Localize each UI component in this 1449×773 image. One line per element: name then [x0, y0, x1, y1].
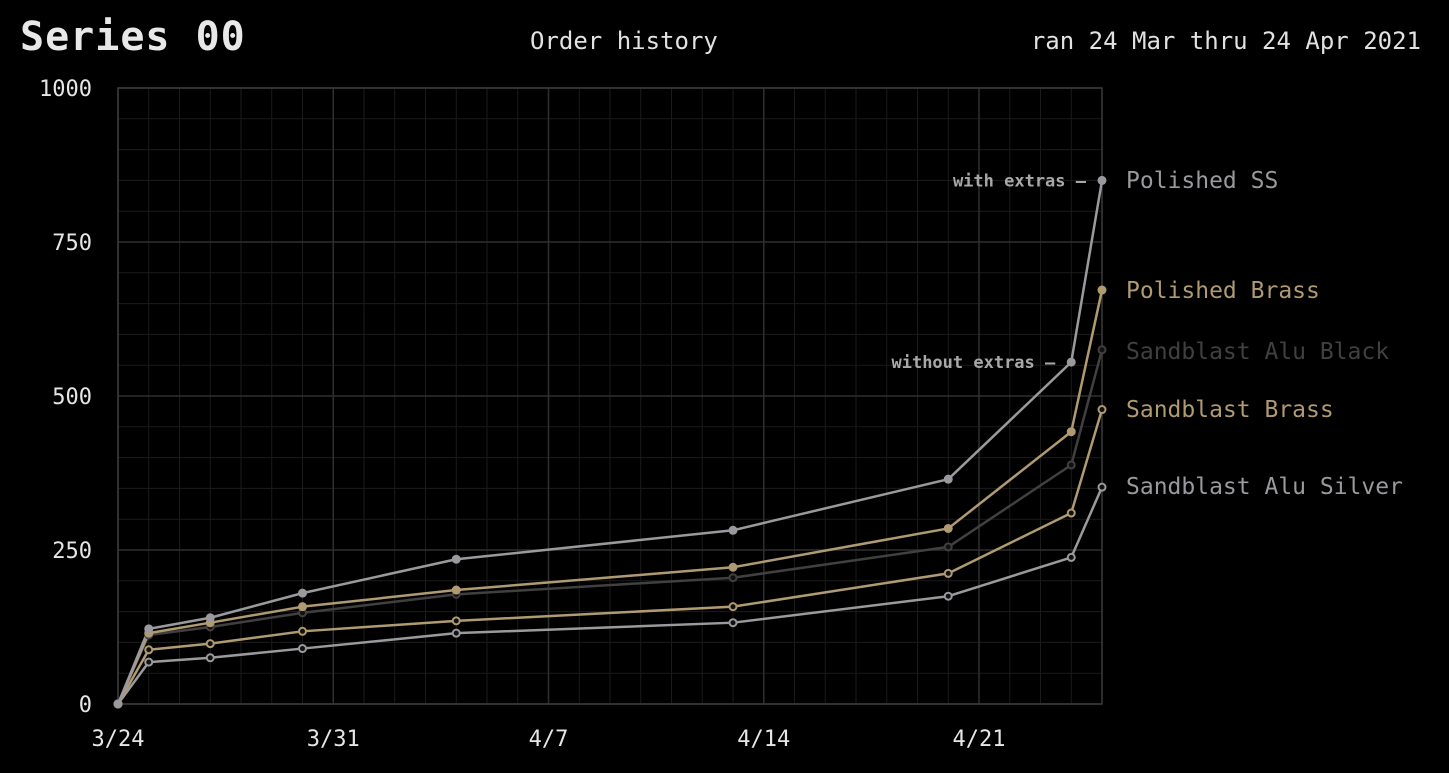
y-tick-label: 250: [52, 539, 92, 564]
data-point: [144, 624, 154, 634]
y-tick-label: 0: [79, 693, 92, 718]
data-point: [728, 618, 738, 628]
data-point: [943, 523, 953, 533]
data-point: [1066, 427, 1076, 437]
data-point: [728, 573, 738, 583]
x-tick-label: 4/14: [737, 727, 790, 752]
data-point: [451, 616, 461, 626]
series-end-label: Sandblast Alu Black: [1126, 339, 1389, 365]
x-tick-label: 4/7: [529, 727, 569, 752]
x-tick-label: 3/24: [92, 727, 145, 752]
series-end-label: Sandblast Alu Silver: [1126, 474, 1403, 500]
data-point: [113, 699, 123, 709]
data-point: [1097, 175, 1107, 185]
data-point: [451, 628, 461, 638]
annotation-label: without extras –: [891, 353, 1056, 373]
data-point: [144, 657, 154, 667]
data-point: [943, 542, 953, 552]
x-tick-label: 3/31: [307, 727, 360, 752]
data-point: [1066, 357, 1076, 367]
data-point: [451, 585, 461, 595]
data-point: [943, 591, 953, 601]
data-point: [1066, 552, 1076, 562]
plot-border: [117, 87, 1103, 705]
data-point: [943, 474, 953, 484]
data-point: [1066, 508, 1076, 518]
data-point: [943, 568, 953, 578]
data-point: [1097, 285, 1107, 295]
chart-subtitle: Order history: [530, 27, 718, 55]
y-tick-label: 1000: [39, 77, 92, 102]
data-point: [205, 639, 215, 649]
data-point: [1097, 345, 1107, 355]
data-point: [1097, 482, 1107, 492]
data-point: [298, 602, 307, 612]
data-point: [298, 626, 307, 636]
data-point: [728, 602, 738, 612]
series-end-label: Sandblast Brass: [1126, 397, 1334, 423]
data-point: [728, 525, 738, 535]
y-tick-label: 750: [52, 231, 92, 256]
series-end-label: Polished Brass: [1126, 278, 1320, 304]
data-point: [728, 562, 738, 572]
data-point: [205, 653, 215, 663]
data-point: [298, 644, 307, 654]
data-point: [144, 645, 154, 655]
chart-title: Series 00: [20, 14, 246, 60]
data-point: [298, 588, 307, 598]
data-point: [1066, 460, 1076, 470]
data-point: [451, 554, 461, 564]
x-tick-label: 4/21: [953, 727, 1006, 752]
series-end-label: Polished SS: [1126, 168, 1278, 194]
data-point: [205, 613, 215, 623]
y-tick-label: 500: [52, 385, 92, 410]
date-range: ran 24 Mar thru 24 Apr 2021: [1030, 27, 1421, 55]
annotation-label: with extras –: [953, 171, 1087, 191]
data-point: [1097, 405, 1107, 415]
